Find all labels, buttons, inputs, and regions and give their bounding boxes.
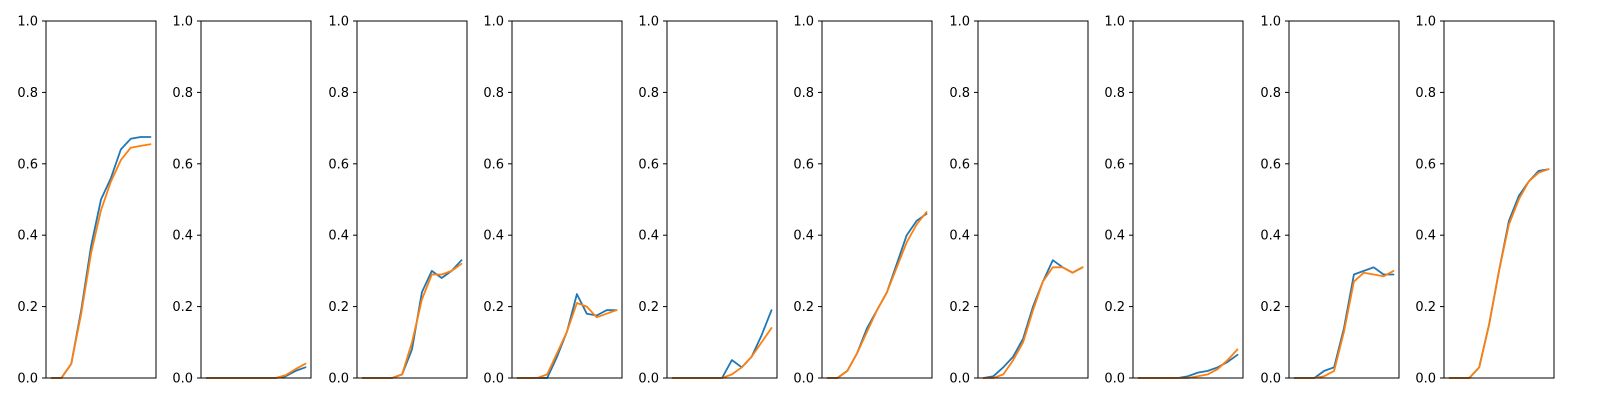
series-line-orange <box>826 211 928 379</box>
series-line-orange <box>205 362 307 379</box>
series-line-orange <box>1137 348 1239 379</box>
y-tick-label: 0.0 <box>483 372 504 387</box>
y-tick-label: 0.2 <box>1415 300 1436 315</box>
subplot-5: 0.0 0.2 0.4 0.6 0.8 1.0 <box>638 15 778 387</box>
plot-frame <box>1443 20 1555 379</box>
y-tick-label: 0.6 <box>17 157 38 172</box>
y-tick-label: 0.8 <box>328 86 349 101</box>
subplot-8: 0.0 0.2 0.4 0.6 0.8 1.0 <box>1104 15 1244 387</box>
y-tick-label: 0.8 <box>1104 86 1125 101</box>
series-line-blue <box>50 136 152 379</box>
y-tick-label: 1.0 <box>793 15 814 30</box>
y-tick-label: 1.0 <box>328 15 349 30</box>
y-tick-label: 0.0 <box>328 372 349 387</box>
y-tick-label: 1.0 <box>483 15 504 30</box>
y-tick-label: 0.2 <box>483 300 504 315</box>
plot-frame <box>1132 20 1244 379</box>
y-tick-label: 0.2 <box>17 300 38 315</box>
y-tick-label: 0.4 <box>17 229 38 244</box>
y-tick-label: 0.4 <box>1415 229 1436 244</box>
y-tick-label: 0.4 <box>172 229 193 244</box>
subplot-3: 0.0 0.2 0.4 0.6 0.8 1.0 <box>328 15 468 387</box>
y-tick-label: 0.2 <box>328 300 349 315</box>
y-tick-label: 1.0 <box>1104 15 1125 30</box>
y-tick-label: 0.0 <box>1104 372 1125 387</box>
subplot-10: 0.0 0.2 0.4 0.6 0.8 1.0 <box>1415 15 1555 387</box>
series-line-blue <box>671 309 773 379</box>
y-tick-label: 0.6 <box>483 157 504 172</box>
y-tick-label: 0.8 <box>483 86 504 101</box>
series-line-blue <box>1137 353 1239 379</box>
series-line-blue <box>516 293 618 379</box>
y-tick-label: 0.6 <box>1260 157 1281 172</box>
y-tick-label: 0.6 <box>1104 157 1125 172</box>
y-tick-label: 0.6 <box>793 157 814 172</box>
y-tick-label: 0.4 <box>483 229 504 244</box>
y-tick-label: 0.2 <box>1104 300 1125 315</box>
plot-frame <box>511 20 623 379</box>
y-tick-label: 0.8 <box>17 86 38 101</box>
plot-frame <box>45 20 157 379</box>
plot-frame <box>1288 20 1400 379</box>
series-line-blue <box>1293 266 1395 379</box>
y-tick-label: 0.8 <box>638 86 659 101</box>
plot-frame <box>666 20 778 379</box>
y-tick-label: 0.0 <box>949 372 970 387</box>
y-tick-label: 1.0 <box>1415 15 1436 30</box>
y-tick-label: 0.2 <box>949 300 970 315</box>
y-tick-label: 0.6 <box>172 157 193 172</box>
y-tick-label: 0.8 <box>793 86 814 101</box>
series-line-blue <box>361 259 463 379</box>
subplot-1: 0.0 0.2 0.4 0.6 0.8 1.0 <box>17 15 157 387</box>
y-tick-label: 0.8 <box>1260 86 1281 101</box>
y-tick-label: 0.2 <box>638 300 659 315</box>
plot-frame <box>356 20 468 379</box>
subplot-2: 0.0 0.2 0.4 0.6 0.8 1.0 <box>172 15 312 387</box>
y-tick-label: 0.4 <box>793 229 814 244</box>
y-tick-label: 0.0 <box>172 372 193 387</box>
y-tick-label: 1.0 <box>638 15 659 30</box>
y-tick-label: 1.0 <box>172 15 193 30</box>
y-tick-label: 0.2 <box>172 300 193 315</box>
y-tick-label: 1.0 <box>17 15 38 30</box>
subplot-4: 0.0 0.2 0.4 0.6 0.8 1.0 <box>483 15 623 387</box>
y-tick-label: 0.8 <box>1415 86 1436 101</box>
y-tick-label: 0.0 <box>638 372 659 387</box>
y-tick-label: 0.0 <box>1260 372 1281 387</box>
y-tick-label: 0.6 <box>328 157 349 172</box>
series-line-orange <box>516 302 618 379</box>
y-tick-label: 0.6 <box>638 157 659 172</box>
y-tick-label: 1.0 <box>949 15 970 30</box>
y-tick-label: 0.4 <box>949 229 970 244</box>
series-line-orange <box>1448 168 1550 379</box>
series-line-orange <box>671 327 773 379</box>
subplot-7: 0.0 0.2 0.4 0.6 0.8 1.0 <box>949 15 1089 387</box>
subplot-9: 0.0 0.2 0.4 0.6 0.8 1.0 <box>1260 15 1400 387</box>
y-tick-label: 0.6 <box>949 157 970 172</box>
y-tick-label: 0.8 <box>172 86 193 101</box>
series-line-orange <box>361 262 463 379</box>
series-line-blue <box>826 212 928 379</box>
y-tick-label: 0.4 <box>638 229 659 244</box>
subplot-6: 0.0 0.2 0.4 0.6 0.8 1.0 <box>793 15 933 387</box>
series-line-orange <box>50 143 152 379</box>
plot-frame <box>821 20 933 379</box>
series-line-blue <box>982 259 1084 379</box>
y-tick-label: 0.4 <box>328 229 349 244</box>
y-tick-label: 0.0 <box>793 372 814 387</box>
y-tick-label: 0.2 <box>1260 300 1281 315</box>
y-tick-label: 0.4 <box>1104 229 1125 244</box>
y-tick-label: 0.8 <box>949 86 970 101</box>
y-tick-label: 0.4 <box>1260 229 1281 244</box>
plot-frame <box>977 20 1089 379</box>
y-tick-label: 0.6 <box>1415 157 1436 172</box>
y-tick-label: 0.2 <box>793 300 814 315</box>
y-tick-label: 1.0 <box>1260 15 1281 30</box>
series-line-orange <box>982 266 1084 379</box>
y-tick-label: 0.0 <box>1415 372 1436 387</box>
y-tick-label: 0.0 <box>17 372 38 387</box>
plot-frame <box>200 20 312 379</box>
